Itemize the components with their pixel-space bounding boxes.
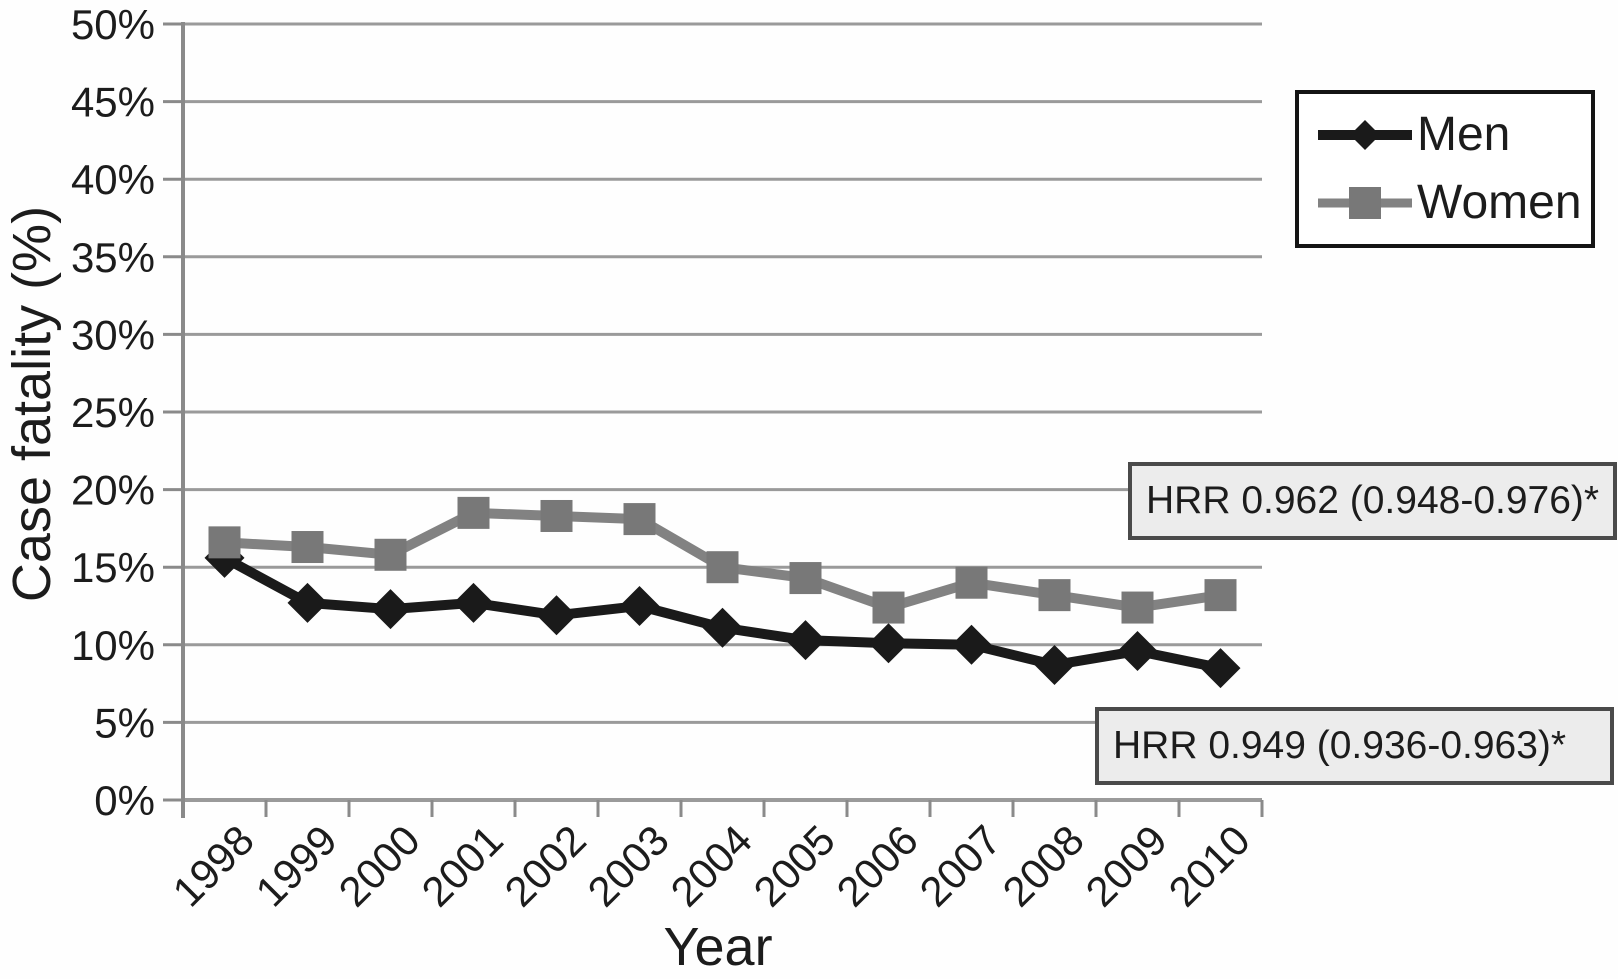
y-tick-label: 20%	[71, 467, 155, 514]
men-marker	[951, 624, 992, 665]
men-marker	[453, 582, 494, 623]
women-marker	[623, 503, 656, 536]
x-tick-label: 2004	[662, 816, 761, 915]
men-marker	[1117, 631, 1158, 672]
legend-label-women: Women	[1417, 176, 1582, 229]
men-marker	[370, 589, 411, 630]
women-marker	[540, 499, 573, 532]
women-marker	[955, 566, 988, 599]
x-tick-label: 2006	[828, 816, 927, 915]
men-marker	[702, 607, 743, 648]
y-tick-label: 45%	[71, 79, 155, 126]
x-tick-label: 2000	[330, 816, 429, 915]
y-tick-label: 25%	[71, 389, 155, 436]
legend-label-men: Men	[1417, 108, 1511, 161]
x-tick-label: 2003	[579, 816, 678, 915]
men-line-marker-icon	[1318, 120, 1412, 150]
x-tick-label: 2007	[911, 816, 1010, 915]
y-axis-title: Case fatality (%)	[2, 205, 62, 603]
women-marker	[374, 538, 407, 571]
annotation-hrr-men: HRR 0.949 (0.936-0.963)*	[1095, 707, 1614, 785]
women-marker	[457, 496, 490, 529]
men-marker	[868, 623, 909, 664]
women-marker	[1204, 579, 1237, 612]
y-tick-label: 40%	[71, 156, 155, 203]
x-tick-label: 1998	[164, 816, 263, 915]
y-tick-label: 30%	[71, 311, 155, 358]
y-tick-label: 0%	[94, 777, 155, 824]
y-tick-label: 5%	[94, 699, 155, 746]
y-tick-label: 15%	[71, 544, 155, 591]
women-marker	[789, 562, 822, 595]
women-marker	[1038, 579, 1071, 612]
x-axis-title: Year	[663, 917, 773, 977]
x-tick-label: 1999	[247, 816, 346, 915]
legend-item-women: Women	[1315, 179, 1591, 227]
men-marker	[287, 582, 328, 623]
women-marker	[706, 551, 739, 584]
men-marker	[536, 595, 577, 636]
men-marker	[785, 620, 826, 661]
x-tick-label: 2010	[1160, 816, 1259, 915]
men-marker	[1034, 644, 1075, 685]
x-tick-label: 2008	[994, 816, 1093, 915]
legend: Men Women	[1295, 90, 1595, 248]
x-tick-label: 2002	[496, 816, 595, 915]
men-marker	[619, 586, 660, 626]
men-marker	[1200, 648, 1241, 689]
x-tick-label: 2005	[745, 816, 844, 915]
y-tick-label: 50%	[71, 1, 155, 48]
women-line-marker-icon	[1318, 187, 1412, 219]
annotation-hrr-women: HRR 0.962 (0.948-0.976)*	[1128, 462, 1617, 540]
women-marker	[1121, 591, 1154, 624]
legend-item-men: Men	[1315, 111, 1591, 159]
women-marker	[208, 526, 241, 559]
x-tick-label: 2001	[413, 816, 512, 915]
y-tick-label: 35%	[71, 234, 155, 281]
x-tick-label: 2009	[1077, 816, 1176, 915]
y-tick-label: 10%	[71, 622, 155, 669]
women-marker	[872, 591, 905, 624]
women-marker	[291, 531, 324, 564]
